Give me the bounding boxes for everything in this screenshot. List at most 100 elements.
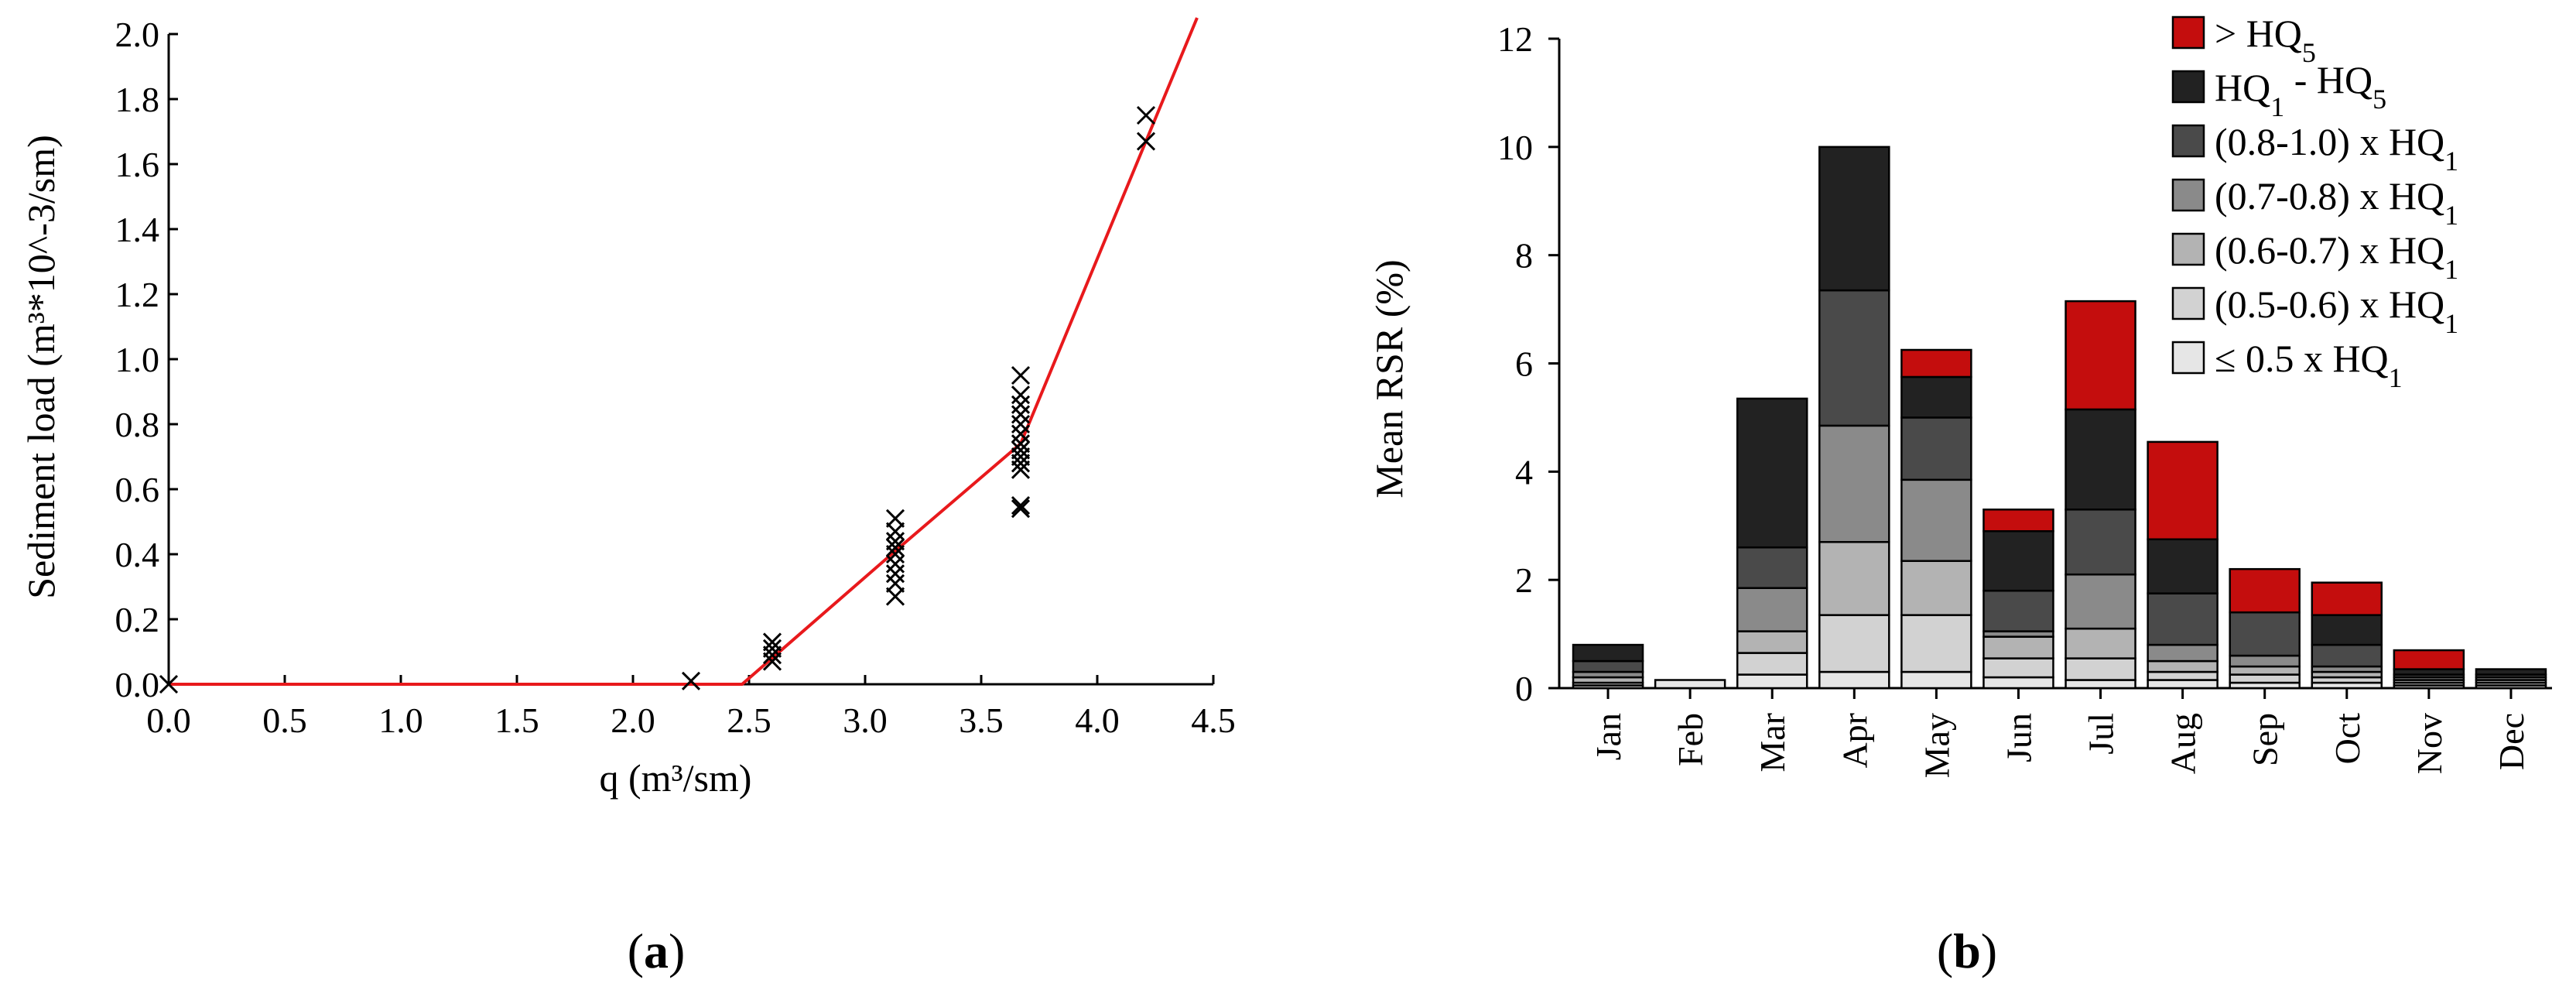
legend-swatch bbox=[2171, 286, 2205, 320]
bar-segment bbox=[2147, 670, 2219, 681]
bar-segment bbox=[1982, 589, 2054, 632]
x-tick-label: Sep bbox=[2246, 713, 2285, 766]
legend-label: (0.8-1.0) x HQ1 bbox=[2215, 120, 2458, 176]
bar-segment bbox=[1818, 289, 1890, 427]
x-tick-label: 3.0 bbox=[843, 701, 888, 740]
bar-segment bbox=[1900, 478, 1972, 562]
data-point-marker bbox=[885, 574, 905, 593]
data-point-marker bbox=[885, 587, 905, 606]
data-point-marker bbox=[762, 652, 782, 671]
data-point-marker bbox=[1011, 447, 1031, 467]
data-point-marker bbox=[1136, 132, 1156, 151]
y-tick-label: 0.2 bbox=[115, 600, 160, 639]
bar-segment bbox=[1736, 630, 1808, 654]
data-point-marker bbox=[762, 639, 782, 658]
bar-segment bbox=[1982, 657, 2054, 679]
bar-segment bbox=[2311, 581, 2383, 616]
data-point-marker bbox=[681, 671, 701, 690]
bar-segment bbox=[1736, 587, 1808, 632]
bar-segment bbox=[2065, 679, 2136, 690]
data-point-marker bbox=[1011, 495, 1031, 516]
y-tick-label: 12 bbox=[1497, 19, 1533, 59]
bar-segment bbox=[2147, 592, 2219, 646]
x-tick-label: Aug bbox=[2164, 713, 2203, 774]
data-point-marker bbox=[159, 674, 179, 694]
y-tick-label: 0.6 bbox=[115, 470, 160, 509]
data-point-marker bbox=[1011, 395, 1031, 414]
bar-segment bbox=[2065, 627, 2136, 659]
bar-segment bbox=[1572, 659, 1644, 673]
bar-segment bbox=[2147, 538, 2219, 594]
panel-label-a: (a) bbox=[628, 923, 686, 978]
bar-segment bbox=[2147, 659, 2219, 673]
x-tick-label: Feb bbox=[1671, 713, 1710, 766]
panel-label-b: (b) bbox=[1937, 923, 1997, 978]
panel-b-stacked-bar-chart: 0 2 4 6 8 10 12 Mean RSR (%) Jan Feb Mar Apr May Jun J… bbox=[1367, 12, 2552, 978]
x-tick-label: 2.5 bbox=[727, 701, 771, 740]
bar-segment bbox=[1654, 679, 1726, 690]
y-tick-label: 0.0 bbox=[115, 665, 160, 704]
data-point-marker bbox=[1011, 405, 1031, 424]
legend-swatch bbox=[2171, 15, 2205, 50]
legend-label: HQ1 - HQ5 bbox=[2215, 58, 2386, 122]
data-point-marker bbox=[885, 544, 905, 564]
bar-segment bbox=[1818, 670, 1890, 690]
y-axis-label: Sediment load (m³*10^-3/sm) bbox=[19, 135, 63, 599]
bar-segment bbox=[1982, 676, 2054, 690]
bar-segment bbox=[1736, 673, 1808, 690]
bar-segment bbox=[1982, 635, 2054, 659]
panel-a-scatter-chart: 0.0 0.2 0.4 0.6 0.8 1.0 1.2 1.4 1.6 1.8 2.0 0.0 0.5 1… bbox=[19, 15, 1236, 978]
y-tick-label: 1.2 bbox=[115, 275, 160, 314]
y-tick-label: 6 bbox=[1515, 344, 1533, 384]
fit-line bbox=[169, 17, 1199, 686]
bar-segment bbox=[2229, 567, 2301, 614]
data-point-marker bbox=[885, 564, 905, 584]
x-tick-label: Dec bbox=[2492, 713, 2531, 770]
legend-swatch bbox=[2171, 341, 2205, 375]
bar-segment bbox=[1900, 560, 1972, 616]
legend-label: (0.5-0.6) x HQ1 bbox=[2215, 283, 2458, 339]
x-tick-label: 1.0 bbox=[378, 701, 423, 740]
bar-segment bbox=[2229, 654, 2301, 668]
y-axis-label: Mean RSR (%) bbox=[1367, 259, 1411, 498]
legend-label: (0.7-0.8) x HQ1 bbox=[2215, 174, 2458, 231]
data-point-marker bbox=[1011, 440, 1031, 460]
bar-segment bbox=[2229, 673, 2301, 684]
y-tick-label: 0.4 bbox=[115, 535, 160, 574]
data-point-marker bbox=[885, 554, 905, 574]
data-point-marker bbox=[885, 509, 905, 528]
bar-segment bbox=[2147, 643, 2219, 663]
x-tick-label: 3.5 bbox=[959, 701, 1004, 740]
bar-segment bbox=[1736, 652, 1808, 676]
y-tick-label: 0 bbox=[1515, 669, 1533, 708]
bar-segment bbox=[1736, 397, 1808, 549]
data-point-marker bbox=[1011, 454, 1031, 473]
bar-segment bbox=[1572, 643, 1644, 663]
x-tick-label: 0.0 bbox=[146, 701, 191, 740]
x-axis-label: q (m³/sm) bbox=[600, 756, 752, 800]
bar-segment bbox=[2311, 614, 2383, 646]
legend-label: (0.6-0.7) x HQ1 bbox=[2215, 228, 2458, 285]
x-tick-label: 4.5 bbox=[1191, 701, 1236, 740]
bar-segment bbox=[2065, 300, 2136, 411]
data-point-marker bbox=[885, 522, 905, 541]
bar-segment bbox=[2475, 668, 2547, 676]
bar-segment bbox=[1736, 546, 1808, 589]
legend-swatch bbox=[2171, 232, 2205, 266]
data-point-marker bbox=[1011, 385, 1031, 405]
legend-swatch bbox=[2171, 178, 2205, 212]
x-tick-label: Apr bbox=[1835, 713, 1874, 769]
y-tick-label: 0.8 bbox=[115, 405, 160, 444]
bar-segment bbox=[2065, 573, 2136, 630]
x-tick-label: Jan bbox=[1589, 713, 1628, 760]
bar-segment bbox=[2065, 408, 2136, 511]
bar-segment bbox=[1900, 670, 1972, 690]
legend-label: > HQ5 bbox=[2215, 12, 2316, 68]
bar-segment bbox=[1818, 146, 1890, 292]
bar-segment bbox=[1818, 614, 1890, 673]
bar-segment bbox=[1982, 529, 2054, 592]
legend-swatch bbox=[2171, 70, 2205, 104]
data-point-marker bbox=[1136, 105, 1156, 125]
x-tick-label: 1.5 bbox=[494, 701, 539, 740]
